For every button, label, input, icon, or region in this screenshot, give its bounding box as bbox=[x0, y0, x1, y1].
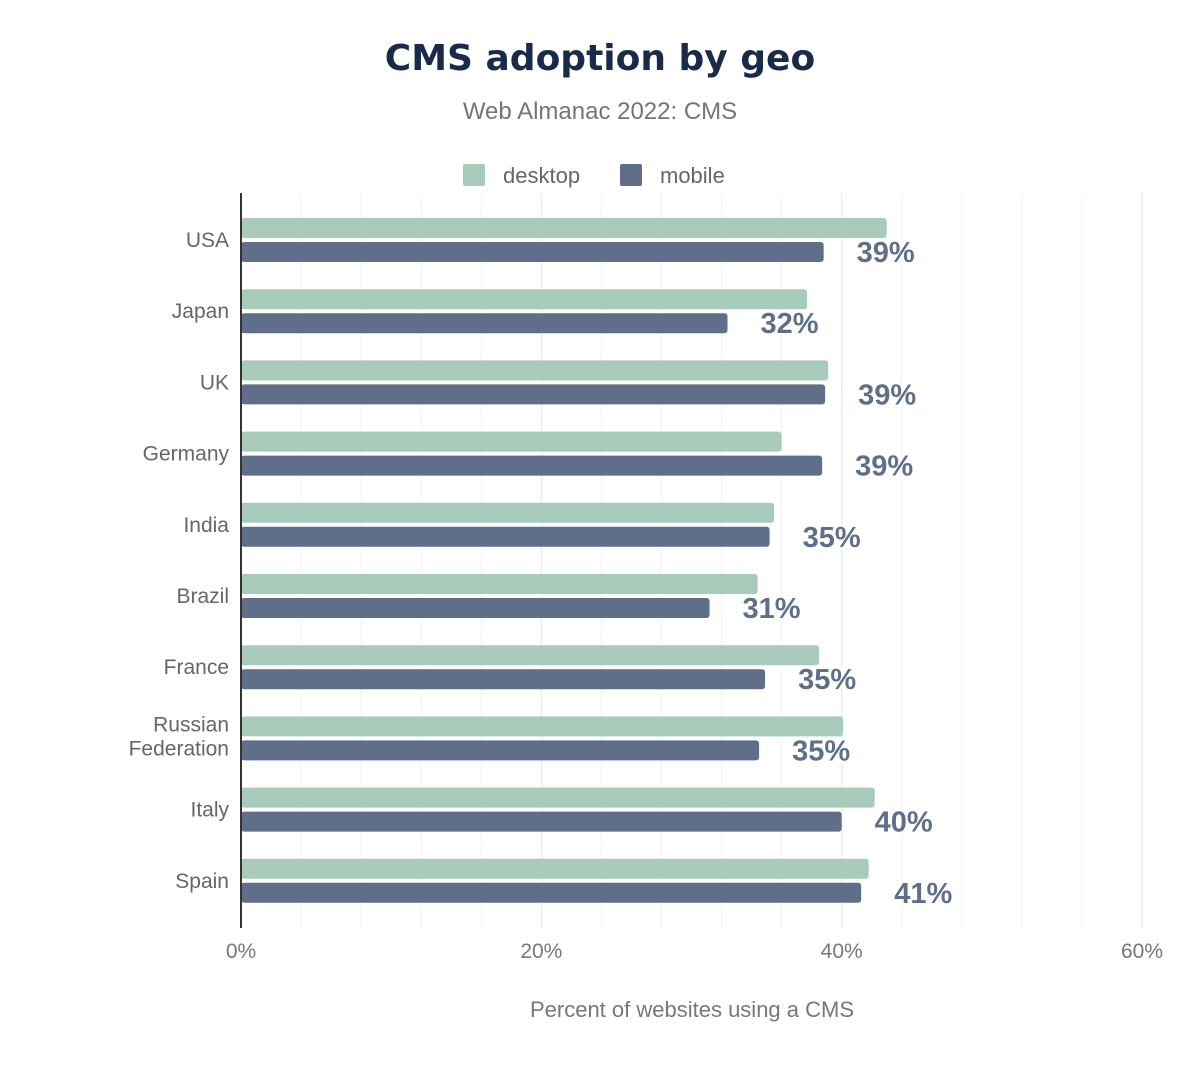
bar-desktop bbox=[241, 431, 782, 452]
data-label: 41% bbox=[894, 878, 952, 910]
bar-desktop bbox=[241, 360, 829, 381]
chart-subtitle: Web Almanac 2022: CMS bbox=[462, 98, 738, 125]
x-axis-title: Percent of websites using a CMS bbox=[530, 997, 854, 1022]
data-label: 35% bbox=[798, 664, 856, 696]
bar-mobile bbox=[241, 313, 728, 334]
bar-mobile bbox=[241, 242, 824, 262]
data-label: 39% bbox=[858, 379, 916, 411]
data-label: 40% bbox=[875, 807, 933, 839]
bar-mobile bbox=[241, 598, 710, 618]
bar-mobile bbox=[241, 882, 862, 903]
bar-desktop bbox=[241, 716, 844, 737]
category-label: Federation bbox=[129, 737, 229, 760]
x-tick-label: 60% bbox=[1121, 940, 1163, 963]
chart-title: CMS adoption by geo bbox=[384, 38, 816, 79]
legend-swatch-desktop bbox=[463, 164, 485, 186]
category-label: Japan bbox=[172, 300, 229, 323]
bar-desktop bbox=[241, 858, 869, 879]
legend-label-desktop: desktop bbox=[503, 163, 580, 188]
bar-desktop bbox=[241, 787, 875, 808]
data-label: 32% bbox=[761, 308, 819, 340]
bar-desktop bbox=[241, 574, 758, 594]
bar-desktop bbox=[241, 218, 887, 238]
legend-swatch-mobile bbox=[620, 164, 642, 186]
data-label: 35% bbox=[803, 522, 861, 554]
category-label: Russian bbox=[153, 713, 229, 736]
data-label: 39% bbox=[857, 237, 915, 269]
category-label: Brazil bbox=[176, 585, 229, 608]
data-label: 35% bbox=[792, 735, 850, 767]
bar-desktop bbox=[241, 289, 808, 310]
category-label: Spain bbox=[175, 870, 229, 893]
bar-mobile bbox=[241, 526, 770, 547]
category-label: Germany bbox=[143, 443, 230, 466]
bar-mobile bbox=[241, 669, 766, 690]
category-label: USA bbox=[186, 229, 229, 252]
bar-mobile bbox=[241, 455, 823, 476]
x-tick-label: 0% bbox=[226, 940, 256, 963]
category-label: France bbox=[164, 656, 229, 679]
bar-mobile bbox=[241, 740, 760, 761]
category-label: UK bbox=[200, 371, 229, 394]
bar-desktop bbox=[241, 645, 820, 666]
bar-mobile bbox=[241, 384, 826, 405]
legend-label-mobile: mobile bbox=[660, 163, 725, 188]
x-tick-label: 20% bbox=[520, 940, 562, 963]
bar-mobile bbox=[241, 811, 842, 832]
bar-desktop bbox=[241, 502, 775, 523]
x-tick-label: 40% bbox=[821, 940, 863, 963]
data-label: 31% bbox=[743, 593, 801, 625]
data-label: 39% bbox=[855, 451, 913, 483]
category-label: India bbox=[183, 514, 229, 537]
category-label: Italy bbox=[190, 799, 229, 822]
